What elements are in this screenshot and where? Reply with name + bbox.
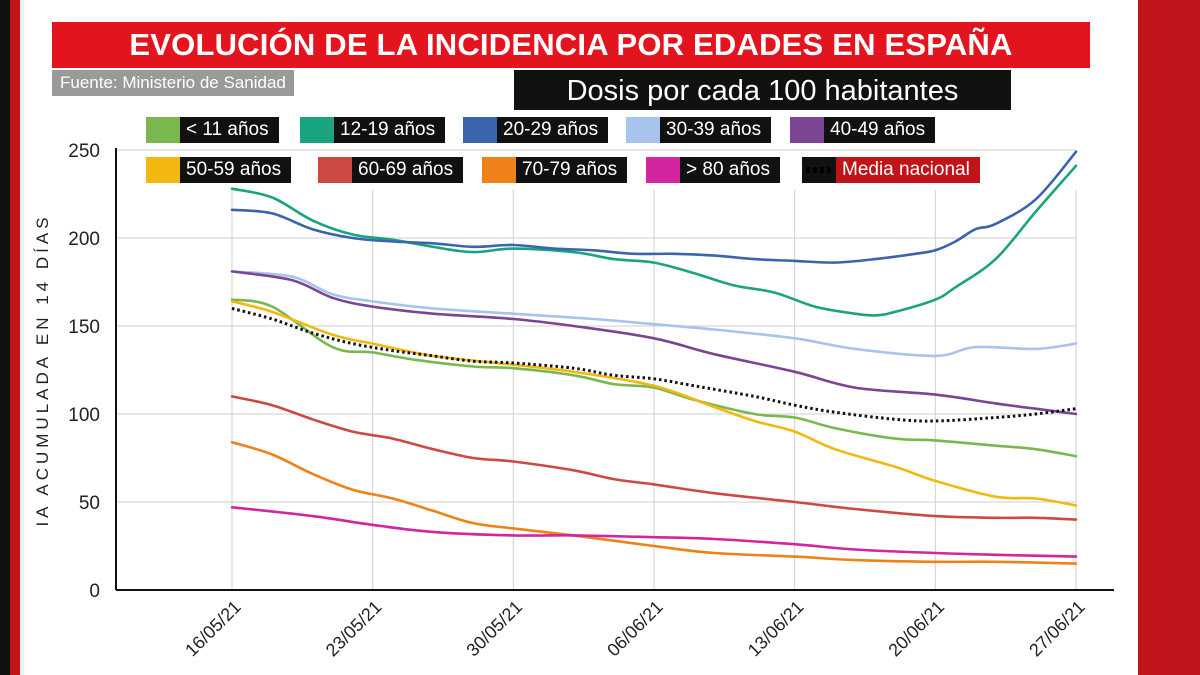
series-line-30-39-a-os	[230, 270, 1078, 358]
series-line-50-59-a-os	[230, 300, 1078, 507]
series-line-media-nacional	[231, 306, 1077, 423]
legend-item: 20-29 años	[463, 117, 609, 143]
legend-item: Media nacional	[802, 157, 980, 183]
x-tick-label: 27/06/21	[1025, 597, 1089, 661]
legend-swatch	[790, 117, 824, 143]
y-tick-label: 0	[89, 581, 100, 602]
legend-swatch	[318, 157, 352, 183]
x-tick-label: 16/05/21	[181, 597, 245, 661]
y-tick-label: 100	[68, 405, 100, 426]
legend-swatch	[482, 157, 516, 183]
left-frame-red-stripe	[10, 0, 20, 675]
legend-label: > 80 años	[680, 157, 780, 183]
series-line-12-19-a-os	[230, 164, 1078, 317]
legend-swatch	[646, 157, 680, 183]
y-tick-label: 200	[68, 229, 100, 250]
x-tick-label: 06/06/21	[603, 597, 667, 661]
legend-label: 50-59 años	[180, 157, 292, 183]
legend-label: 60-69 años	[352, 157, 464, 183]
x-tick-label: 30/05/21	[462, 597, 526, 661]
y-tick-label: 250	[68, 141, 100, 162]
doses-subtitle: Dosis por cada 100 habitantes	[514, 70, 1011, 110]
x-tick-label: 23/05/21	[322, 597, 386, 661]
legend-swatch	[146, 157, 180, 183]
legend-label: Media nacional	[836, 157, 980, 183]
legend-swatch	[802, 157, 836, 183]
y-tick-label: 50	[79, 493, 100, 514]
legend-dash-icon	[806, 167, 832, 173]
legend-item: < 11 años	[146, 117, 279, 143]
series-line-40-49-a-os	[230, 270, 1078, 416]
y-axis-label: IA ACUMULADA EN 14 DÍAS	[33, 213, 52, 526]
legend-item: 30-39 años	[626, 117, 772, 143]
legend-label: 12-19 años	[334, 117, 446, 143]
source-label: Fuente: Ministerio de Sanidad	[52, 70, 294, 96]
legend-label: 70-79 años	[516, 157, 628, 183]
legend-item: > 80 años	[646, 157, 780, 183]
right-frame-border	[1138, 0, 1200, 675]
legend-swatch	[626, 117, 660, 143]
legend-label: 20-29 años	[497, 117, 609, 143]
legend-swatch	[300, 117, 334, 143]
series-line-60-69-a-os	[230, 395, 1078, 521]
legend-item: 70-79 años	[482, 157, 628, 183]
legend-label: < 11 años	[180, 117, 279, 143]
legend-item: 12-19 años	[300, 117, 446, 143]
x-tick-label: 20/06/21	[884, 597, 948, 661]
x-tick-label: 13/06/21	[744, 597, 808, 661]
legend-item: 50-59 años	[146, 157, 292, 183]
legend-label: 40-49 años	[824, 117, 936, 143]
legend-swatch	[146, 117, 180, 143]
y-tick-label: 150	[68, 317, 100, 338]
left-inner-edge	[20, 0, 24, 675]
legend-item: 40-49 años	[790, 117, 936, 143]
series-line-70-79-a-os	[230, 440, 1078, 565]
series-line-11-a-os	[230, 298, 1078, 458]
legend-swatch	[463, 117, 497, 143]
legend-label: 30-39 años	[660, 117, 772, 143]
legend-item: 60-69 años	[318, 157, 464, 183]
series-line-20-29-a-os	[230, 150, 1078, 264]
series-line-80-a-os	[230, 506, 1078, 558]
chart-title: EVOLUCIÓN DE LA INCIDENCIA POR EDADES EN…	[52, 22, 1090, 68]
